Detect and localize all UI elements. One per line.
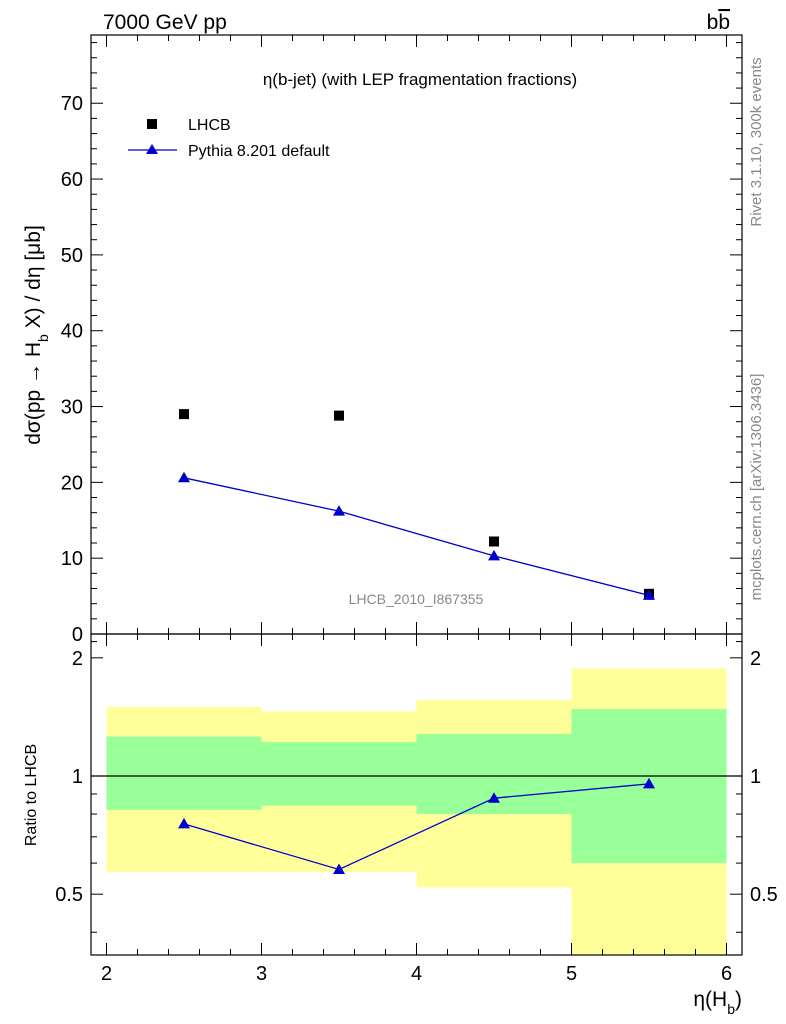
ratio-pythia-line — [183, 783, 650, 871]
main-y-tick-label: 0 — [72, 624, 83, 646]
ratio-pythia-point — [178, 817, 190, 829]
ratio-y-tick-label: 1 — [72, 766, 83, 788]
lhcb-point — [489, 536, 499, 547]
legend-lhcb-label: LHCB — [188, 117, 231, 134]
x-label-sub: b — [727, 1001, 735, 1017]
lhcb-point — [334, 410, 344, 421]
ratio-plot-frame — [90, 633, 743, 956]
main-y-tick-label: 60 — [61, 169, 83, 191]
y-label-sub: b — [35, 334, 51, 342]
x-label-suffix: ) — [735, 988, 742, 1011]
ratio-y-tick-label: 2 — [72, 648, 83, 670]
main-y-tick-label: 40 — [61, 321, 83, 343]
y-label-prefix: dσ(pp → H — [22, 342, 45, 445]
x-axis-label: η(Hb) — [693, 988, 742, 1017]
process-label-b: b — [707, 11, 719, 34]
lhcb-point — [179, 409, 189, 420]
ratio-pythia-point — [488, 792, 500, 803]
main-y-tick-label: 50 — [61, 245, 83, 267]
ratio-axes: 0.5 0.5 1 1 2 2 2 3 4 5 6 — [55, 634, 778, 985]
ratio-y-tick-label-right: 0.5 — [750, 884, 778, 906]
main-y-tick-label: 70 — [61, 93, 83, 115]
legend-lhcb-marker — [147, 119, 157, 129]
pythia-point — [488, 549, 500, 561]
band-inner-0 — [106, 736, 262, 810]
ratio-pythia-point — [643, 777, 655, 789]
pythia-point — [643, 589, 655, 600]
energy-label: 7000 GeV pp — [103, 11, 227, 34]
main-y-tick-label: 30 — [61, 397, 83, 419]
x-tick-label: 6 — [721, 963, 732, 985]
legend: LHCB Pythia 8.201 default — [128, 117, 330, 160]
ratio-y-tick-label-right: 2 — [750, 648, 761, 670]
mcplots-label: mcplots.cern.ch [arXiv:1306.3436] — [748, 374, 765, 601]
main-y-tick-label: 20 — [61, 472, 83, 494]
main-axes: 0 10 20 30 40 50 60 70 — [61, 35, 742, 646]
analysis-watermark: LHCB_2010_I867355 — [349, 591, 484, 607]
pythia-line — [183, 477, 650, 596]
main-data-marks — [178, 409, 655, 600]
x-label-prefix: η(H — [693, 988, 727, 1011]
ratio-y-tick-label-right: 1 — [750, 766, 761, 788]
main-y-axis-label: dσ(pp → Hb X) / dη [μb] — [22, 225, 51, 445]
rivet-label: Rivet 3.1.10, 300k events — [748, 57, 765, 226]
pythia-point — [178, 471, 190, 483]
x-tick-label: 2 — [101, 963, 112, 985]
band-inner-1 — [261, 742, 417, 806]
main-y-tick-label: 10 — [61, 548, 83, 570]
ratio-y-axis-label: Ratio to LHCB — [23, 744, 40, 846]
pythia-point — [333, 505, 345, 516]
legend-pythia-label: Pythia 8.201 default — [188, 143, 330, 160]
main-plot-title: η(b-jet) (with LEP fragmentation fractio… — [263, 70, 577, 89]
x-tick-label: 5 — [566, 963, 577, 985]
x-tick-label: 4 — [411, 963, 422, 985]
x-tick-label: 3 — [256, 963, 267, 985]
y-label-suffix: X) / dη [μb] — [22, 225, 45, 334]
process-label: bb — [707, 11, 730, 34]
ratio-uncertainty-bands — [106, 668, 727, 955]
legend-pythia-marker — [146, 144, 158, 154]
process-label-bbar: b — [718, 11, 730, 34]
ratio-pythia-point — [333, 863, 345, 874]
ratio-data-marks — [178, 777, 655, 874]
ratio-y-tick-label: 0.5 — [55, 884, 83, 906]
